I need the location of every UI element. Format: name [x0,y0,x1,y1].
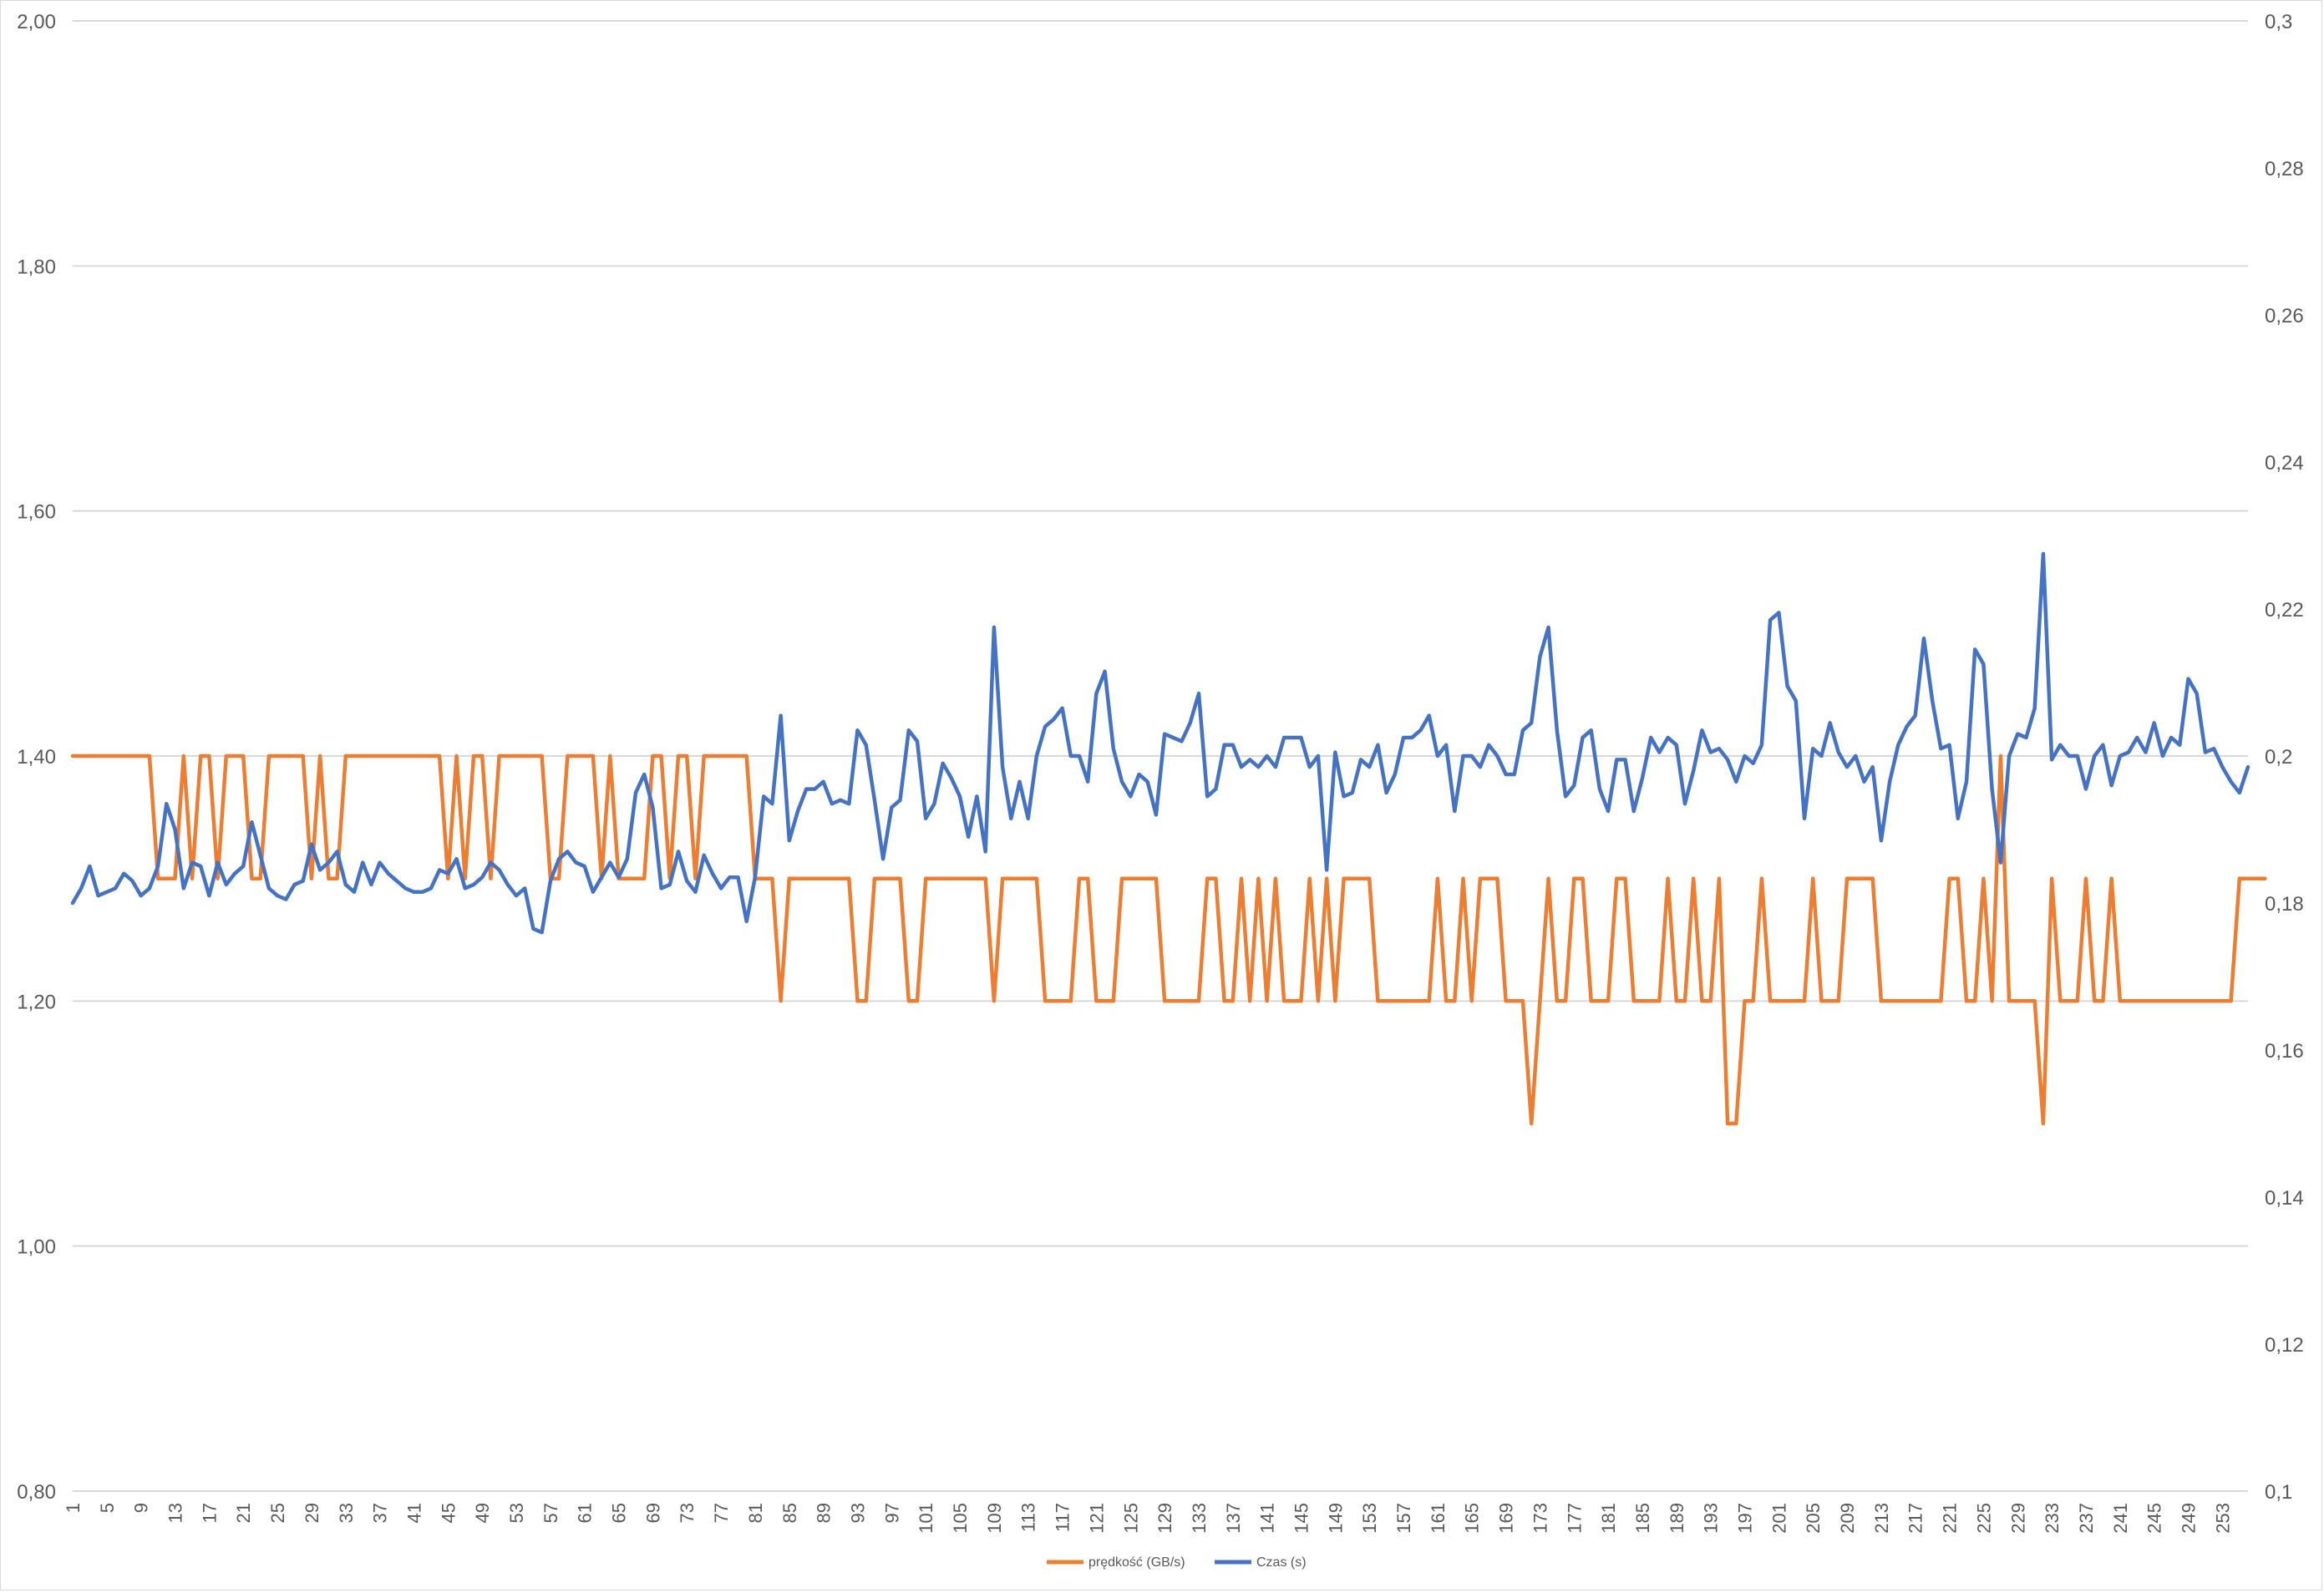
x-tick-label: 253 [2212,1503,2233,1534]
y-left-tick-label: 1,80 [17,256,56,278]
x-tick-label: 121 [1086,1503,1107,1534]
x-tick-label: 77 [711,1503,732,1523]
x-tick-label: 113 [1018,1503,1039,1532]
x-tick-label: 45 [438,1503,459,1523]
x-tick-label: 61 [575,1503,596,1523]
x-tick-label: 209 [1837,1503,1858,1534]
x-tick-label: 133 [1189,1503,1210,1534]
x-tick-label: 233 [2042,1503,2063,1534]
x-tick-label: 109 [984,1503,1005,1534]
x-tick-label: 249 [2179,1503,2200,1534]
x-tick-label: 181 [1598,1503,1619,1534]
x-tick-label: 69 [642,1503,663,1523]
x-tick-label: 189 [1667,1503,1687,1534]
x-tick-label: 173 [1530,1503,1550,1534]
x-tick-label: 177 [1564,1503,1585,1534]
x-tick-label: 41 [403,1503,424,1523]
x-tick-label: 165 [1462,1503,1483,1534]
x-tick-label: 153 [1359,1503,1380,1534]
x-tick-label: 17 [199,1503,220,1523]
x-tick-label: 245 [2144,1503,2165,1534]
x-tick-label: 137 [1223,1503,1244,1534]
y-left-tick-label: 1,40 [17,746,56,769]
x-tick-label: 129 [1154,1503,1175,1534]
x-tick-label: 65 [609,1503,630,1523]
y-left-tick-label: 2,00 [17,11,56,33]
series [70,551,2267,1126]
x-tick-label: 57 [540,1503,561,1523]
y-right-tick-label: 0,14 [2265,1187,2304,1210]
x-tick-label: 221 [1940,1503,1961,1534]
y-right-tick-label: 0,3 [2265,11,2292,33]
legend-label-time: Czas (s) [1256,1555,1307,1570]
y-left-tick-label: 0,80 [17,1481,56,1504]
y-left-tick-label: 1,60 [17,501,56,524]
x-tick-label: 169 [1496,1503,1517,1534]
x-tick-label: 101 [916,1503,936,1534]
y-right-tick-label: 0,1 [2265,1481,2292,1504]
x-tick-label: 145 [1291,1503,1312,1534]
x-tick-label: 85 [779,1503,800,1523]
x-tick-label: 33 [336,1503,357,1523]
y-right-tick-label: 0,18 [2265,893,2304,916]
y-left-tick-label: 1,00 [17,1236,56,1259]
x-tick-label: 53 [506,1503,527,1523]
legend-label-speed: prędkość (GB/s) [1088,1555,1185,1570]
x-tick-label: 13 [165,1503,186,1523]
x-tick-label: 229 [2007,1503,2028,1534]
x-tick-label: 73 [677,1503,698,1523]
x-tick-label: 193 [1701,1503,1722,1534]
x-tick-label: 201 [1768,1503,1789,1534]
y-right-tick-label: 0,12 [2265,1334,2304,1357]
legend: prędkość (GB/s) Czas (s) [1047,1555,1307,1570]
x-tick-label: 213 [1871,1503,1892,1534]
x-tick-label: 25 [267,1503,288,1523]
x-tick-label: 205 [1803,1503,1824,1534]
x-tick-label: 117 [1053,1503,1073,1532]
axes: 0,80 1,00 1,20 1,40 1,60 1,80 2,00 0,1 0,12 0,14 0… [17,11,2303,1534]
x-tick-label: 157 [1393,1503,1414,1534]
x-tick-label: 21 [233,1503,254,1523]
y-right-tick-label: 0,28 [2265,158,2304,180]
y-right-tick-label: 0,22 [2265,599,2304,621]
y-right-tick-label: 0,16 [2265,1040,2304,1063]
x-tick-label: 105 [950,1503,971,1534]
y-right-tick-label: 0,24 [2265,452,2304,474]
x-tick-label: 161 [1428,1503,1449,1534]
x-tick-label: 29 [302,1503,322,1523]
speed-series-line [70,753,2267,1126]
x-tick-label: 149 [1325,1503,1346,1534]
x-tick-label: 217 [1905,1503,1926,1534]
x-tick-label: 225 [1973,1503,1994,1534]
x-tick-label: 37 [370,1503,391,1523]
x-tick-label: 49 [472,1503,493,1523]
x-tick-label: 185 [1632,1503,1653,1534]
x-tick-label: 97 [881,1503,902,1523]
x-tick-label: 197 [1735,1503,1756,1534]
x-tick-label: 5 [97,1503,118,1513]
x-tick-label: 125 [1120,1503,1141,1534]
x-tick-label: 1 [63,1503,84,1513]
x-tick-label: 89 [814,1503,835,1523]
y-right-tick-label: 0,26 [2265,305,2304,327]
x-tick-label: 93 [847,1503,868,1523]
x-tick-label: 9 [131,1503,152,1513]
y-left-tick-label: 1,20 [17,991,56,1013]
time-series-line [70,551,2250,935]
x-tick-label: 81 [745,1503,766,1523]
x-tick-label: 141 [1257,1503,1278,1534]
y-right-tick-label: 0,2 [2265,746,2292,769]
x-tick-label: 241 [2110,1503,2131,1534]
x-tick-label: 237 [2076,1503,2097,1534]
